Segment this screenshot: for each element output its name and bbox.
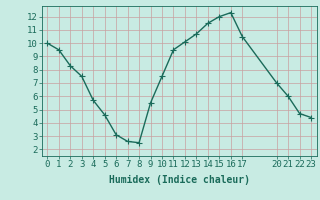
X-axis label: Humidex (Indice chaleur): Humidex (Indice chaleur) — [109, 175, 250, 185]
